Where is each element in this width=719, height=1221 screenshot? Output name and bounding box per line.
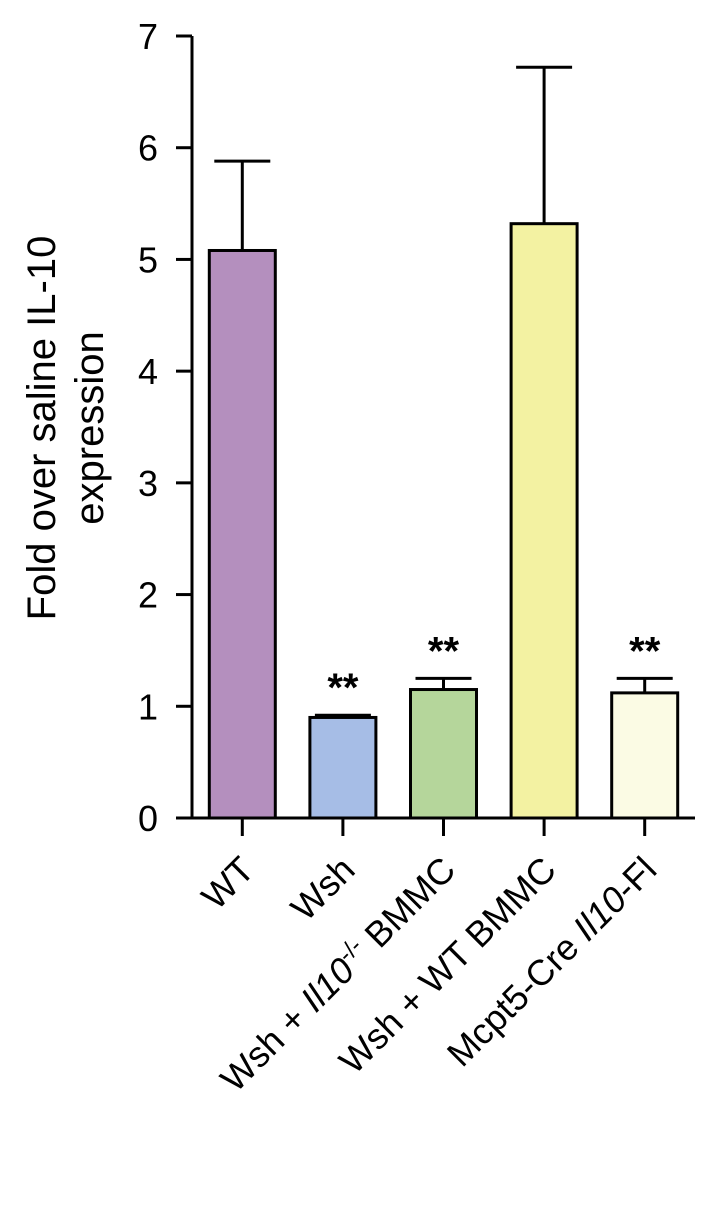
y-tick-label: 2 bbox=[138, 575, 158, 616]
significance-marker: ** bbox=[428, 629, 460, 673]
x-category-label: Wsh bbox=[283, 849, 363, 929]
error-bar bbox=[314, 713, 371, 718]
error-bar bbox=[214, 159, 271, 251]
y-tick-label: 4 bbox=[138, 351, 158, 392]
significance-marker: ** bbox=[629, 629, 661, 673]
bar bbox=[509, 222, 579, 820]
bar bbox=[207, 248, 277, 820]
error-bar bbox=[616, 676, 673, 693]
error-bar bbox=[516, 65, 573, 224]
x-category-label: WT bbox=[193, 849, 262, 918]
y-tick-label: 0 bbox=[138, 798, 158, 839]
y-tick-label: 5 bbox=[138, 239, 158, 280]
y-tick-label: 1 bbox=[138, 686, 158, 727]
x-category-label-part: Wsh bbox=[283, 849, 363, 929]
y-axis-label: Fold over saline IL-10 expression bbox=[20, 236, 112, 621]
significance-markers: ** ** ** bbox=[327, 629, 660, 710]
y-axis-title-line: Fold over saline IL-10 bbox=[20, 236, 64, 621]
y-axis-title-line: expression bbox=[68, 331, 112, 524]
bar bbox=[308, 715, 378, 820]
x-axis bbox=[192, 816, 695, 836]
bar bbox=[409, 688, 478, 820]
y-axis: 0 1 2 3 4 5 6 7 bbox=[138, 16, 194, 839]
error-bars bbox=[214, 65, 673, 718]
bar bbox=[610, 691, 680, 820]
significance-marker: ** bbox=[327, 666, 359, 710]
bars bbox=[207, 222, 680, 820]
x-category-label-part: WT bbox=[193, 849, 262, 918]
y-tick-label: 6 bbox=[138, 128, 158, 169]
y-tick-label: 3 bbox=[138, 463, 158, 504]
x-category-label-part: Wsh + bbox=[212, 991, 321, 1100]
y-tick-label: 7 bbox=[138, 16, 158, 57]
error-bar bbox=[415, 676, 472, 690]
y-axis-title: Fold over saline IL-10 expression bbox=[20, 236, 112, 621]
